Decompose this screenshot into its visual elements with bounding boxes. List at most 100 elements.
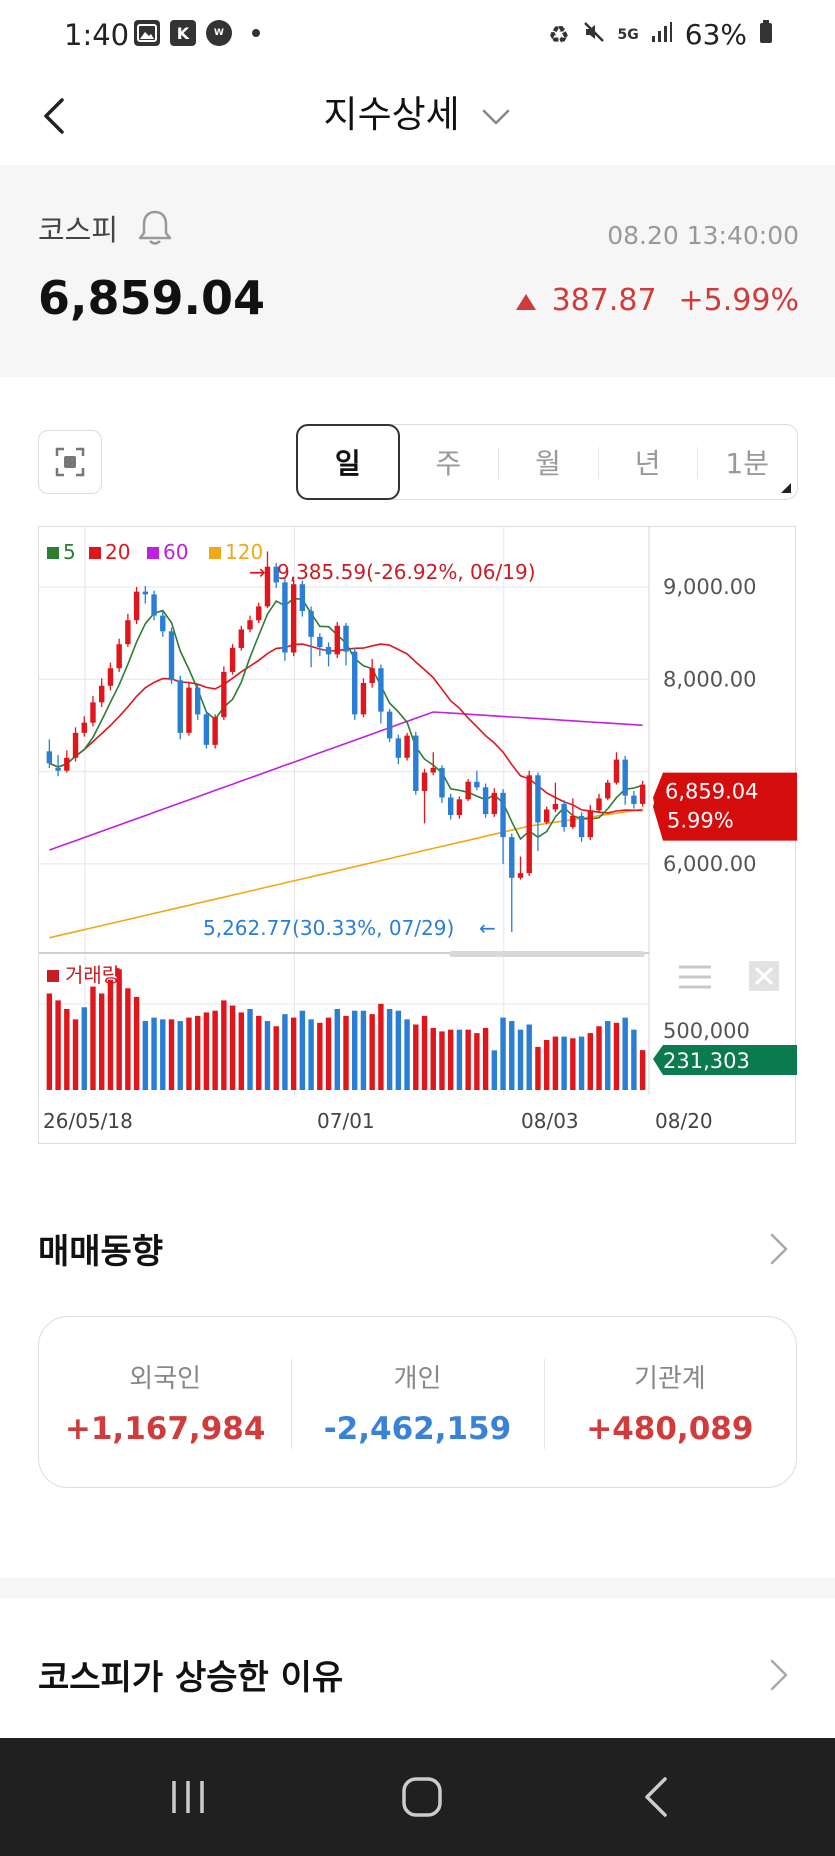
- up-triangle-icon: [516, 294, 537, 310]
- chevron-left-icon: [44, 98, 64, 134]
- candle-body: [386, 711, 393, 739]
- back-button[interactable]: [34, 90, 74, 142]
- legend-swatch: [209, 547, 221, 559]
- period-tab-2[interactable]: 월: [498, 425, 598, 499]
- volume-bar: [474, 1033, 480, 1090]
- volume-bar: [221, 1000, 227, 1090]
- candle-body: [535, 775, 541, 823]
- candle-body: [116, 644, 122, 669]
- header-title-dropdown[interactable]: 지수상세: [0, 84, 835, 138]
- high-arrow-icon: →: [249, 560, 266, 584]
- volume-bar: [552, 1036, 559, 1090]
- volume-bar: [631, 1029, 637, 1090]
- candle-body: [587, 810, 593, 838]
- legend-label: 120: [225, 540, 263, 564]
- app-header: 지수상세: [0, 70, 835, 165]
- candle-body: [474, 781, 480, 788]
- volume-bar: [570, 1038, 576, 1090]
- chart-scrollbar: [449, 951, 645, 957]
- status-bar: 1:40 K W ♻ 5G 63%: [0, 0, 835, 70]
- volume-bar: [229, 1005, 236, 1090]
- candle-body: [395, 738, 402, 758]
- recent-apps-button[interactable]: [158, 1772, 218, 1822]
- volume-bar: [360, 1010, 367, 1090]
- candle-body: [317, 636, 323, 647]
- more-notifications-icon: [252, 29, 260, 37]
- period-tab-1[interactable]: 주: [435, 447, 462, 480]
- volume-bar: [526, 1024, 532, 1090]
- volume-bar: [160, 1019, 166, 1090]
- volume-bar: [99, 993, 105, 1090]
- period-tab-0[interactable]: 일: [296, 424, 400, 500]
- trend-label-institution: 기관계: [633, 1363, 706, 1394]
- nav-back-button[interactable]: [626, 1772, 686, 1822]
- volume-bar: [613, 1022, 620, 1090]
- candle-body: [605, 782, 611, 799]
- volume-bar: [299, 1010, 306, 1090]
- x-tick-label: 08/20: [655, 1109, 713, 1133]
- legend-swatch: [89, 547, 101, 559]
- candle-body: [221, 671, 227, 718]
- chevron-right-icon[interactable]: [769, 1658, 789, 1692]
- bell-icon[interactable]: [138, 209, 172, 251]
- volume-bar: [491, 1050, 498, 1090]
- price-chart[interactable]: 5 20 60 120 → 9,385.59(-26.92%, 06/19) 5,262.7…: [38, 526, 797, 1144]
- index-change: 387.87 +5.99%: [516, 283, 799, 318]
- volume-bar: [125, 988, 131, 1090]
- network-5g-icon: 5G: [617, 26, 639, 43]
- period-tab-4[interactable]: 1분: [697, 425, 797, 499]
- candle-body: [273, 566, 279, 583]
- candle-body: [238, 629, 245, 648]
- candle-body: [290, 584, 297, 653]
- candle-body: [72, 732, 79, 758]
- trend-label-foreign: 외국인: [129, 1363, 202, 1394]
- volume-bar: [194, 1015, 201, 1090]
- volume-tick-label: 500,000: [663, 1019, 750, 1043]
- candle-body: [160, 615, 166, 632]
- chevron-down-icon: [483, 109, 510, 124]
- candle-body: [177, 680, 183, 733]
- trading-trend-title[interactable]: 매매동향: [38, 1232, 164, 1272]
- home-button[interactable]: [392, 1772, 452, 1822]
- volume-legend-label: 거래량: [65, 963, 120, 987]
- page-title: 지수상세: [323, 93, 460, 136]
- current-price-pointer: [653, 772, 663, 841]
- candle-body: [596, 798, 602, 811]
- volume-bar: [238, 1012, 245, 1090]
- candle-body: [526, 775, 532, 874]
- rise-reason-title[interactable]: 코스피가 상승한 이유: [38, 1658, 344, 1698]
- volume-bar: [430, 1027, 436, 1090]
- chevron-right-icon[interactable]: [769, 1232, 789, 1266]
- current-change-label: 5.99%: [667, 809, 734, 833]
- candle-body: [456, 799, 463, 815]
- x-tick-label: 07/01: [317, 1109, 375, 1133]
- ma60-line: [49, 711, 643, 851]
- home-icon: [402, 1777, 442, 1817]
- volume-bar: [605, 1021, 611, 1090]
- candle-body: [639, 784, 646, 804]
- y-tick-label: 8,000.00: [663, 667, 757, 691]
- legend-swatch: [147, 547, 159, 559]
- period-tab-3[interactable]: 년: [597, 425, 698, 499]
- screen-capture-button[interactable]: [38, 430, 102, 494]
- volume-bar: [386, 1008, 393, 1090]
- index-value: 6,859.04: [38, 271, 265, 325]
- volume-bar: [256, 1015, 262, 1090]
- period-tabs: 일 주 월 년 1분: [296, 424, 798, 500]
- volume-bar: [317, 1022, 323, 1090]
- volume-bar: [64, 1008, 70, 1090]
- won-app-icon: W: [206, 20, 232, 46]
- candle-body: [81, 722, 87, 733]
- status-time: 1:40: [64, 18, 130, 52]
- trend-institution: 기관계 +480,089: [543, 1317, 796, 1487]
- volume-bar: [81, 1007, 87, 1090]
- candle-body: [561, 803, 567, 827]
- volume-bar: [517, 1029, 524, 1090]
- candle-body: [570, 815, 576, 827]
- current-volume-label: 231,303: [663, 1049, 750, 1073]
- change-percent: +5.99%: [678, 283, 799, 318]
- volume-bar: [55, 1000, 61, 1090]
- volume-bar: [352, 1010, 358, 1090]
- system-nav-bar: [0, 1738, 835, 1856]
- change-amount: 387.87: [516, 283, 657, 318]
